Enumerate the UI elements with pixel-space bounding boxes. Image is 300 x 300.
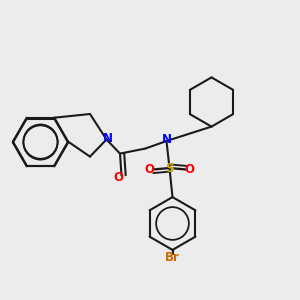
Text: O: O xyxy=(144,163,154,176)
Text: O: O xyxy=(184,163,195,176)
Text: Br: Br xyxy=(165,251,180,264)
Text: O: O xyxy=(113,171,124,184)
Text: S: S xyxy=(165,161,174,175)
Text: N: N xyxy=(103,131,113,145)
Text: N: N xyxy=(161,133,172,146)
